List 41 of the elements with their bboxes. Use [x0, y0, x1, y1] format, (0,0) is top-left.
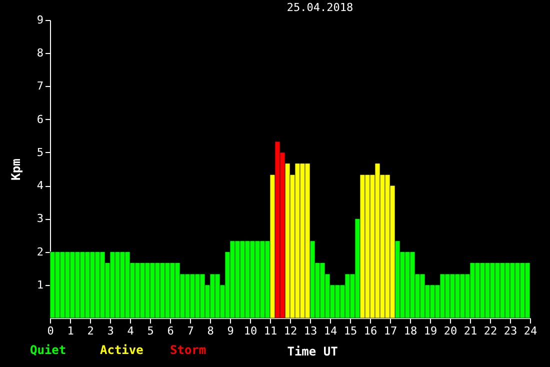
x-tick-label: 8	[207, 324, 214, 338]
x-tick-label: 3	[107, 324, 114, 338]
x-tick-label: 16	[364, 324, 378, 338]
x-tick-label: 7	[187, 324, 194, 338]
y-tick-label: 6	[36, 112, 44, 126]
x-tick-label: 19	[424, 324, 438, 338]
y-tick-label: 9	[36, 14, 44, 26]
x-tick-label: 9	[227, 324, 234, 338]
y-tick-label: 5	[36, 146, 44, 159]
x-tick-label: 6	[167, 324, 174, 338]
y-tick-label: 3	[36, 212, 44, 226]
x-tick-label: 10	[244, 324, 258, 338]
x-tick-label: 2	[87, 324, 94, 338]
x-tick-label: 4	[127, 324, 134, 338]
x-axis-title: Time UT	[287, 344, 338, 358]
x-tick-label: 0	[47, 324, 54, 338]
x-tick-label: 5	[147, 324, 154, 338]
x-tick-label: 17	[384, 324, 398, 338]
y-tick-label: 8	[36, 46, 44, 60]
x-tick-label: 23	[504, 324, 518, 338]
bar	[50, 252, 56, 318]
y-tick-label: 7	[36, 80, 44, 93]
chart-title: 25.04.2018	[286, 1, 354, 14]
text: Storm	[170, 343, 206, 357]
y-tick-label: 1	[36, 278, 44, 292]
text: Active	[100, 343, 144, 357]
text: Quiet	[30, 343, 66, 357]
x-tick-label: 13	[304, 324, 318, 338]
y-axis-title: Kpm	[8, 158, 23, 180]
x-tick-label: 24	[524, 324, 538, 338]
x-tick-label: 20	[444, 324, 458, 338]
x-tick-label: 14	[324, 324, 338, 338]
x-tick-label: 1	[67, 324, 74, 338]
x-tick-label: 21	[464, 324, 478, 338]
x-tick-label: 11	[264, 324, 278, 338]
x-tick-label: 12	[284, 324, 298, 338]
x-tick-label: 15	[344, 324, 358, 338]
y-tick-label: 4	[36, 179, 44, 192]
x-tick-label: 22	[484, 324, 498, 338]
y-tick-label: 2	[36, 245, 44, 258]
x-tick-label: 18	[404, 324, 418, 338]
